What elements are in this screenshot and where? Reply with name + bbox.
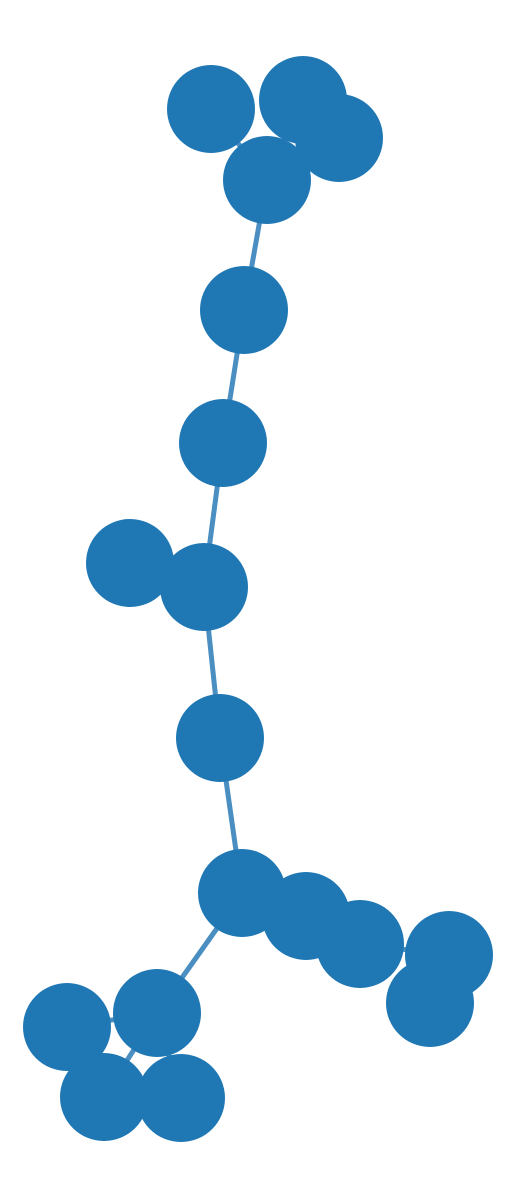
graph-node-n7	[160, 543, 248, 631]
graph-node-n9	[176, 694, 264, 782]
graph-node-n18	[137, 1054, 225, 1142]
graph-node-n4	[223, 136, 311, 224]
graph-node-n15	[113, 969, 201, 1057]
graph-node-n3	[295, 94, 383, 182]
graph-node-n5	[200, 266, 288, 354]
node-layer	[23, 56, 493, 1142]
graph-node-n12	[316, 900, 404, 988]
graph-node-n8	[86, 519, 174, 607]
graph-node-n17	[60, 1053, 148, 1141]
graph-node-n6	[179, 399, 267, 487]
graph-node-n14	[386, 959, 474, 1047]
graph-node-n16	[23, 983, 111, 1071]
graph-node-n1	[167, 65, 255, 153]
